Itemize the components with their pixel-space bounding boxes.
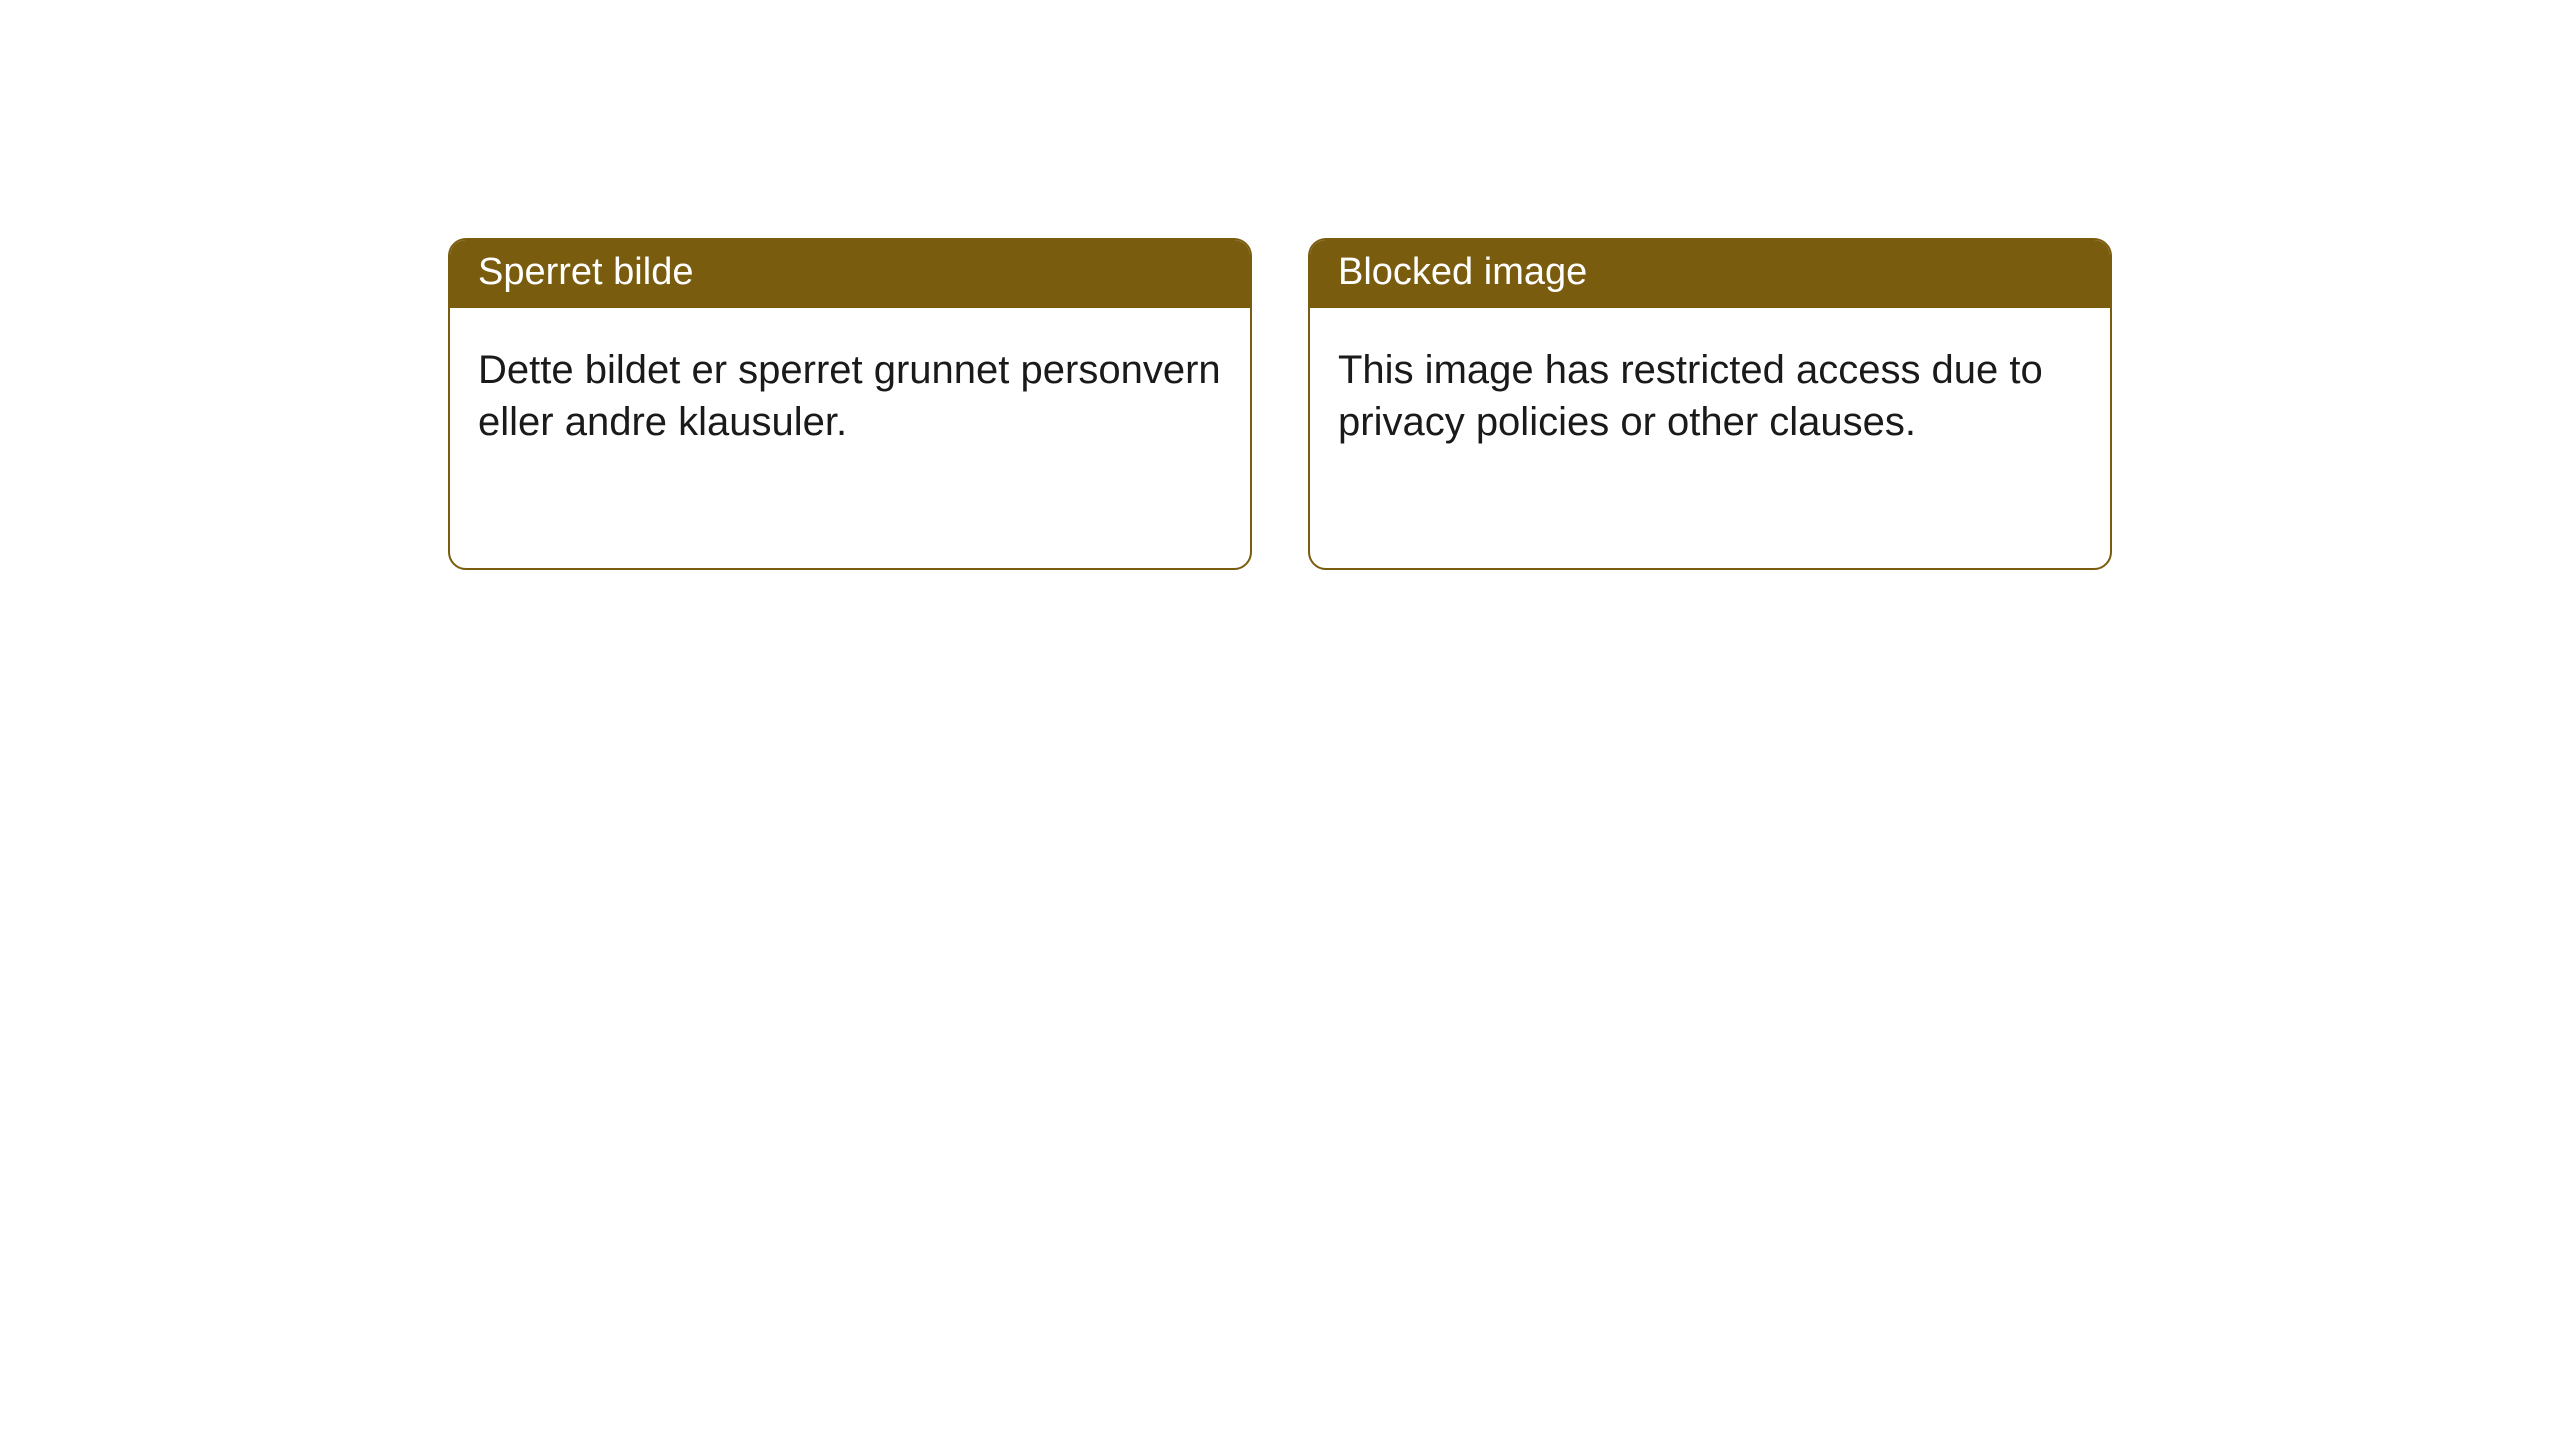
notice-body: Dette bildet er sperret grunnet personve… (450, 308, 1250, 568)
notice-card-norwegian: Sperret bilde Dette bildet er sperret gr… (448, 238, 1252, 570)
notice-container: Sperret bilde Dette bildet er sperret gr… (0, 0, 2560, 570)
notice-card-english: Blocked image This image has restricted … (1308, 238, 2112, 570)
notice-body: This image has restricted access due to … (1310, 308, 2110, 568)
notice-title: Sperret bilde (450, 240, 1250, 308)
notice-title: Blocked image (1310, 240, 2110, 308)
